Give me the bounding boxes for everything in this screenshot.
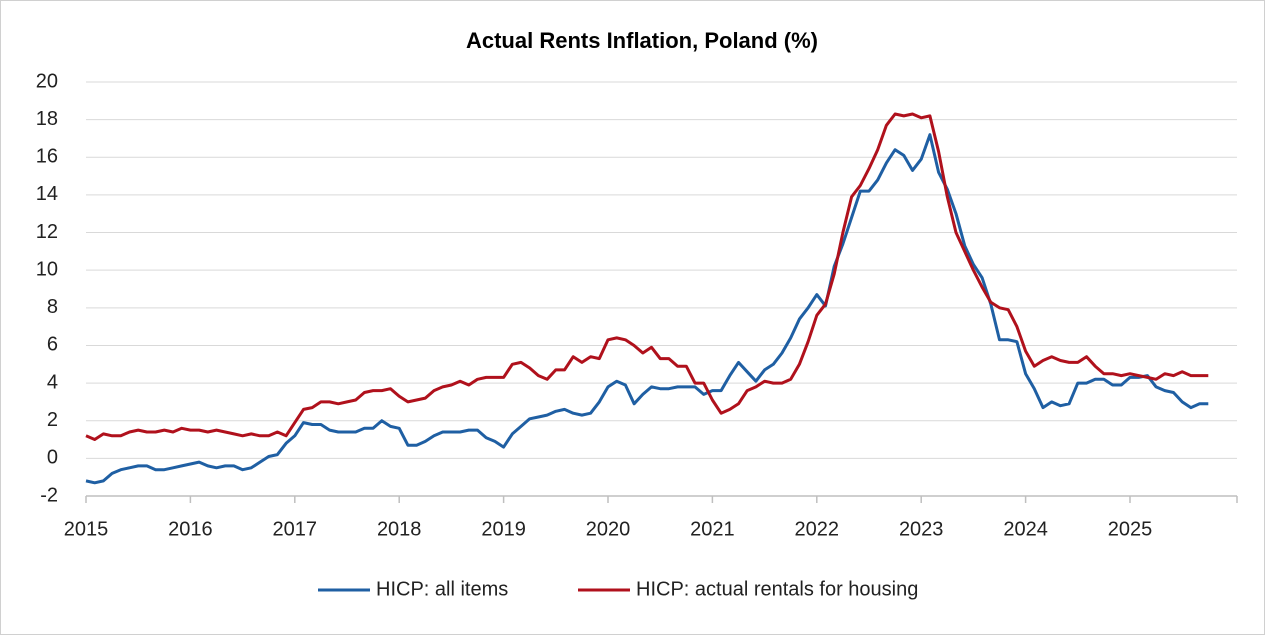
x-tick-label: 2016 — [168, 518, 213, 540]
y-tick-label: 2 — [47, 409, 58, 431]
x-tick-label: 2024 — [1003, 518, 1048, 540]
y-tick-label: 6 — [47, 334, 58, 356]
x-tick-label: 2023 — [899, 518, 944, 540]
y-tick-label: 14 — [36, 183, 58, 205]
series-line — [85, 112, 1209, 441]
x-tick-label: 2022 — [795, 518, 840, 540]
x-tick-label: 2020 — [586, 518, 631, 540]
x-tick-label: 2025 — [1108, 518, 1153, 540]
x-tick-label: 2019 — [481, 518, 526, 540]
x-tick-label: 2015 — [64, 518, 109, 540]
y-tick-label: 4 — [47, 371, 58, 393]
y-tick-label: 16 — [36, 146, 58, 168]
y-tick-label: 20 — [36, 70, 58, 92]
legend-label: HICP: actual rentals for housing — [636, 578, 918, 600]
y-tick-label: 18 — [36, 108, 58, 130]
legend-label: HICP: all items — [376, 578, 508, 600]
chart-title: Actual Rents Inflation, Poland (%) — [466, 28, 818, 53]
x-tick-label: 2017 — [273, 518, 318, 540]
x-tick-label: 2018 — [377, 518, 422, 540]
y-tick-label: 0 — [47, 447, 58, 469]
y-tick-label: 8 — [47, 296, 58, 318]
x-tick-label: 2021 — [690, 518, 735, 540]
y-tick-label: -2 — [40, 484, 58, 506]
y-tick-label: 12 — [36, 221, 58, 243]
series-line — [85, 133, 1209, 485]
y-tick-label: 10 — [36, 258, 58, 280]
